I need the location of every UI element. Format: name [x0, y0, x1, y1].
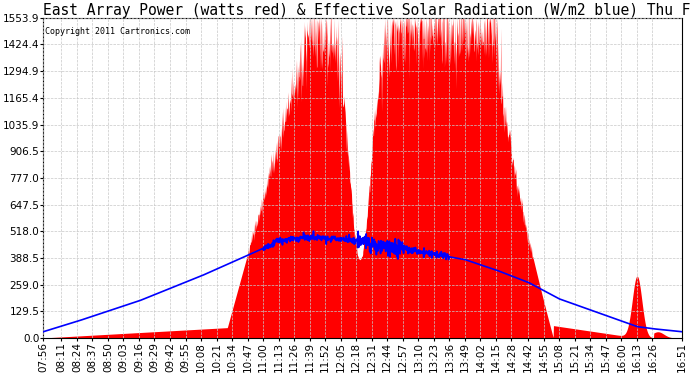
Text: Copyright 2011 Cartronics.com: Copyright 2011 Cartronics.com — [45, 27, 190, 36]
Text: East Array Power (watts red) & Effective Solar Radiation (W/m2 blue) Thu Feb 3 1: East Array Power (watts red) & Effective… — [43, 3, 690, 18]
